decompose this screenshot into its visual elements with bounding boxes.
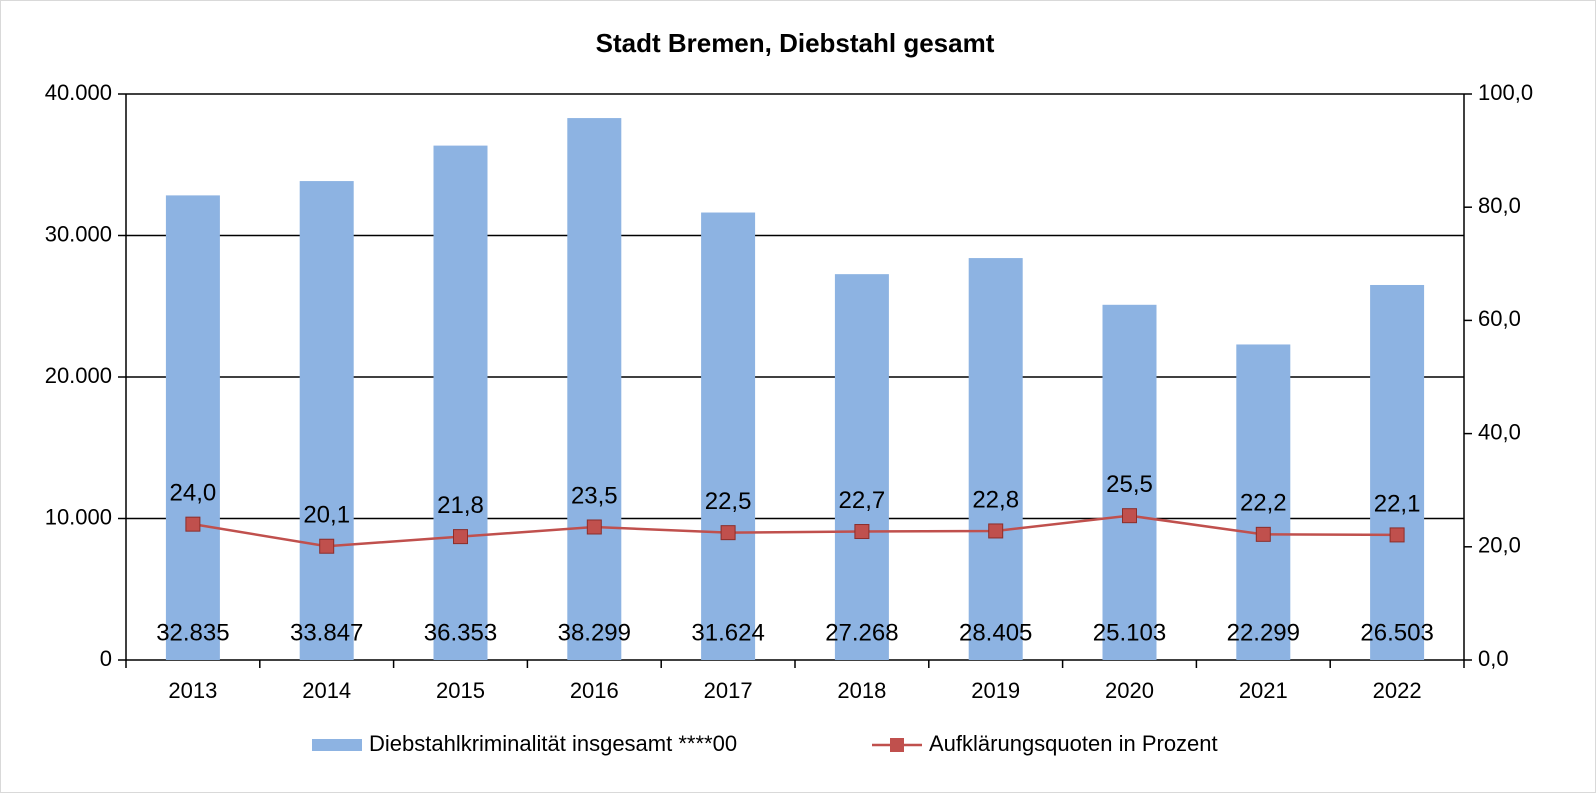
y2-tick-label: 80,0 (1478, 193, 1521, 218)
y-tick-label: 30.000 (45, 221, 112, 246)
x-tick-label: 2022 (1373, 678, 1422, 703)
data-label: 23,5 (571, 482, 618, 509)
data-label: 25.103 (1093, 619, 1166, 646)
line-marker (1255, 526, 1271, 542)
data-label: 22,1 (1374, 490, 1421, 517)
chart-title: Stadt Bremen, Diebstahl gesamt (596, 28, 995, 58)
data-label: 38.299 (558, 619, 631, 646)
data-label: 22,5 (705, 488, 752, 515)
data-label: 20,1 (303, 502, 350, 529)
line-marker (1122, 508, 1137, 524)
bar (701, 212, 756, 661)
bar (567, 118, 622, 660)
line (192, 514, 1398, 548)
line-marker (854, 524, 870, 540)
x-tick-label: 2014 (302, 678, 351, 703)
x-tick-label: 2013 (168, 678, 217, 703)
bar (165, 195, 220, 660)
x-tick-label: 2021 (1239, 678, 1288, 703)
y2-tick-label: 100,0 (1478, 80, 1533, 105)
y2-tick-label: 20,0 (1478, 533, 1521, 558)
x-tick-label: 2016 (570, 678, 619, 703)
bar (299, 181, 354, 661)
line-marker (988, 523, 1004, 539)
data-label: 22.299 (1227, 619, 1300, 646)
y-tick-label: 40.000 (45, 80, 112, 105)
line-marker (185, 516, 201, 532)
bar (1102, 304, 1157, 660)
data-label: 22,7 (839, 487, 886, 514)
data-label: 32.835 (156, 619, 229, 646)
y2-tick-label: 60,0 (1478, 306, 1521, 331)
y2-tick-label: 40,0 (1478, 419, 1521, 444)
y2-tick-label: 0,0 (1478, 646, 1509, 671)
line-marker (586, 519, 602, 535)
bar (834, 274, 889, 660)
bar (433, 145, 488, 661)
bar (1236, 344, 1291, 660)
x-tick-label: 2019 (971, 678, 1020, 703)
bar (968, 258, 1023, 660)
x-tick-label: 2020 (1105, 678, 1154, 703)
legend-label: Diebstahlkriminalität insgesamt ****00 (369, 731, 737, 756)
data-label: 25,5 (1106, 471, 1153, 498)
bar (1370, 284, 1425, 660)
y-tick-label: 10.000 (45, 504, 112, 529)
x-tick-label: 2015 (436, 678, 485, 703)
line-marker (1389, 527, 1405, 543)
data-label: 28.405 (959, 619, 1032, 646)
legend-label: Aufklärungsquoten in Prozent (929, 731, 1218, 756)
line-marker (720, 525, 736, 541)
y-tick-label: 20.000 (45, 363, 112, 388)
data-label: 22,2 (1240, 490, 1287, 517)
data-label: 36.353 (424, 619, 497, 646)
data-label: 24,0 (170, 480, 217, 507)
legend-swatch (312, 739, 362, 751)
data-label: 26.503 (1360, 619, 1433, 646)
data-label: 31.624 (691, 619, 764, 646)
x-tick-label: 2018 (837, 678, 886, 703)
line-marker (453, 529, 468, 545)
data-label: 22,8 (972, 486, 1019, 513)
y-tick-label: 0 (100, 646, 112, 671)
data-label: 21,8 (437, 492, 484, 519)
data-label: 33.847 (290, 619, 363, 646)
data-label: 27.268 (825, 619, 898, 646)
x-tick-label: 2017 (704, 678, 753, 703)
line-marker (319, 538, 335, 554)
legend-marker (890, 738, 904, 752)
